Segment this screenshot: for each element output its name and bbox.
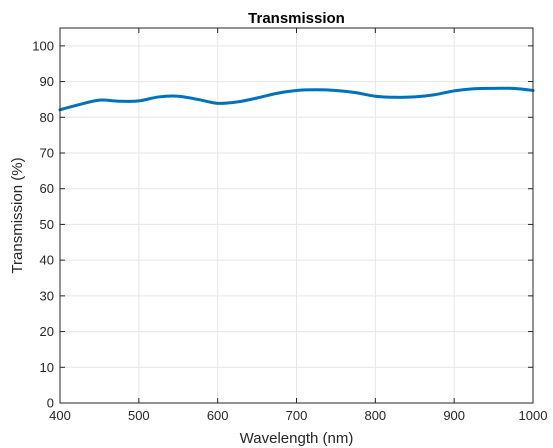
x-tick-label: 900 xyxy=(443,408,465,423)
y-tick-label: 100 xyxy=(32,38,54,53)
y-tick-labels: 0 10 20 30 40 50 60 70 80 90 100 xyxy=(32,38,54,410)
y-tick-label: 20 xyxy=(40,324,54,339)
x-tick-label: 400 xyxy=(49,408,71,423)
y-tick-label: 10 xyxy=(40,360,54,375)
series-layer xyxy=(58,86,535,112)
x-axis-label: Wavelength (nm) xyxy=(240,430,354,447)
series-line xyxy=(58,86,535,112)
tick-marks xyxy=(59,28,534,404)
x-tick-label: 800 xyxy=(364,408,386,423)
y-axis-label: Transmission (%) xyxy=(9,157,26,273)
x-tick-label: 600 xyxy=(207,408,229,423)
x-tick-label: 700 xyxy=(286,408,308,423)
y-tick-label: 50 xyxy=(40,217,54,232)
y-tick-label: 40 xyxy=(40,253,54,268)
y-tick-label: 90 xyxy=(40,74,54,89)
x-tick-labels: 400 500 600 700 800 900 1000 xyxy=(49,408,547,423)
y-tick-label: 80 xyxy=(40,110,54,125)
y-tick-label: 70 xyxy=(40,146,54,161)
x-tick-label: 500 xyxy=(128,408,150,423)
x-tick-label: 1000 xyxy=(519,408,548,423)
y-tick-label: 0 xyxy=(47,396,54,411)
y-tick-label: 60 xyxy=(40,181,54,196)
y-tick-label: 30 xyxy=(40,288,54,303)
chart-title: Transmission xyxy=(248,10,345,27)
